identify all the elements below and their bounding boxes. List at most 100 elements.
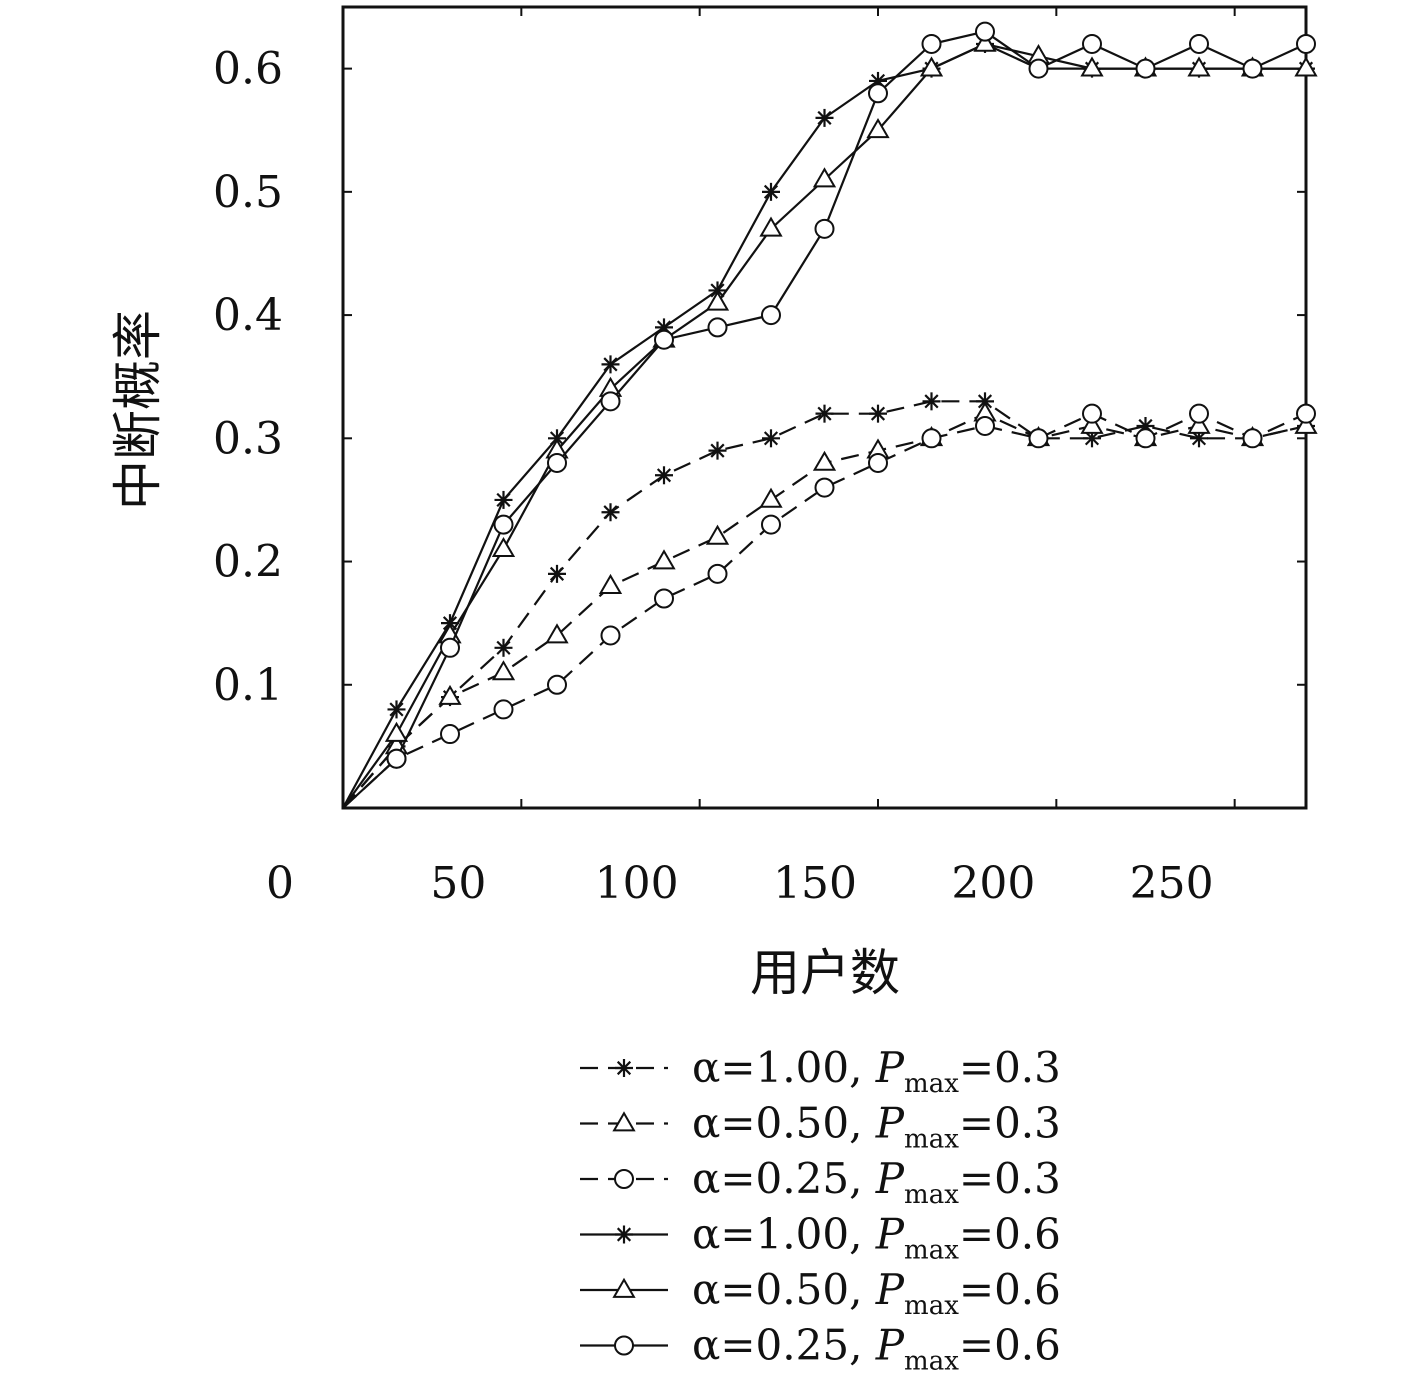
data-point: [491, 660, 516, 681]
series-5: [342, 31, 1318, 809]
legend-item: α=0.50, Pmax=0.3: [580, 1099, 1061, 1155]
circle-marker: [1082, 403, 1102, 424]
legend-item: α=1.00, Pmax=0.6: [580, 1210, 1061, 1266]
series-4: [342, 34, 1315, 809]
legend-label: α=0.25, Pmax=0.3: [692, 1154, 1061, 1210]
x-tick-label: 150: [773, 858, 857, 909]
star-stroke: [710, 443, 725, 458]
triangle-marker: [759, 487, 783, 508]
circle-marker: [1028, 58, 1049, 79]
data-point: [761, 305, 781, 326]
data-point: [921, 428, 942, 449]
star-stroke: [817, 110, 832, 125]
star-marker: [815, 404, 834, 423]
star-marker: [762, 182, 780, 201]
y-tick-label: 0.3: [213, 413, 283, 464]
circle-marker: [493, 699, 514, 720]
circle-marker: [600, 625, 621, 646]
data-point: [654, 329, 674, 350]
series-1: [342, 392, 1315, 809]
star-stroke: [389, 702, 404, 717]
circle-marker: [493, 514, 514, 535]
data-point: [1189, 403, 1209, 424]
star-stroke: [817, 406, 832, 421]
legend-label: α=0.50, Pmax=0.6: [692, 1265, 1061, 1321]
x-tick-label: 100: [595, 858, 679, 909]
data-point: [759, 216, 783, 237]
data-point: [1187, 56, 1211, 77]
data-point: [655, 466, 673, 485]
star-marker: [1083, 429, 1101, 448]
data-point: [1080, 413, 1104, 434]
star-stroke: [710, 283, 725, 298]
data-point: [493, 699, 514, 720]
star-stroke: [442, 616, 458, 631]
data-point: [494, 490, 513, 509]
circle-marker: [1296, 33, 1316, 54]
star-stroke: [763, 184, 779, 199]
triangle-marker: [652, 549, 676, 570]
data-point: [384, 721, 409, 742]
data-point: [440, 637, 460, 658]
star-stroke: [870, 406, 886, 421]
data-point: [438, 684, 462, 705]
data-point: [705, 524, 730, 545]
triangle-marker: [759, 216, 783, 237]
star-marker: [601, 503, 620, 522]
data-point: [600, 391, 621, 412]
data-point: [921, 33, 942, 54]
triangle-marker: [1294, 56, 1318, 77]
data-point: [869, 404, 887, 423]
star-marker: [615, 1059, 633, 1077]
data-point: [493, 514, 514, 535]
circle-marker: [614, 1169, 634, 1189]
star-marker: [762, 429, 780, 448]
circle-marker: [654, 588, 674, 609]
circle-marker: [868, 452, 888, 473]
triangle-marker: [919, 56, 944, 77]
circle-marker: [707, 317, 728, 338]
circle-marker: [440, 637, 460, 658]
star-marker: [815, 108, 834, 127]
star-stroke: [763, 431, 779, 446]
y-tick-label: 0.1: [213, 660, 283, 711]
data-point: [652, 549, 676, 570]
x-tick-label: 200: [951, 858, 1035, 909]
star-stroke: [656, 468, 672, 483]
triangle-marker: [438, 684, 462, 705]
triangle-marker: [384, 721, 409, 742]
y-tick-label: 0.4: [213, 290, 283, 341]
data-point: [759, 487, 783, 508]
data-point: [975, 21, 995, 42]
triangle-marker: [1080, 56, 1104, 77]
circle-marker: [975, 21, 995, 42]
data-point: [386, 748, 407, 769]
data-point: [973, 31, 997, 52]
triangle-marker: [866, 117, 890, 139]
star-stroke: [603, 505, 618, 520]
triangle-marker: [598, 573, 623, 595]
data-point: [600, 625, 621, 646]
circle-marker: [868, 83, 888, 104]
star-marker: [655, 466, 673, 485]
star-marker: [494, 490, 513, 509]
data-point: [491, 536, 516, 558]
series-2: [342, 401, 1318, 809]
circle-marker: [814, 218, 835, 239]
data-point: [654, 588, 674, 609]
triangle-marker: [1187, 413, 1211, 434]
triangle-marker: [973, 31, 997, 52]
data-point: [548, 564, 566, 583]
star-marker: [387, 700, 406, 719]
data-point: [387, 700, 406, 719]
circle-marker: [1189, 403, 1209, 424]
circle-marker: [1242, 58, 1263, 79]
data-point: [707, 563, 728, 584]
triangle-marker: [705, 524, 730, 545]
data-point: [812, 167, 837, 188]
legend-label: α=1.00, Pmax=0.3: [692, 1043, 1061, 1099]
x-tick-label: 50: [430, 858, 486, 909]
series-line: [342, 412, 1307, 809]
circle-marker: [1135, 58, 1156, 79]
data-point: [1296, 403, 1316, 424]
